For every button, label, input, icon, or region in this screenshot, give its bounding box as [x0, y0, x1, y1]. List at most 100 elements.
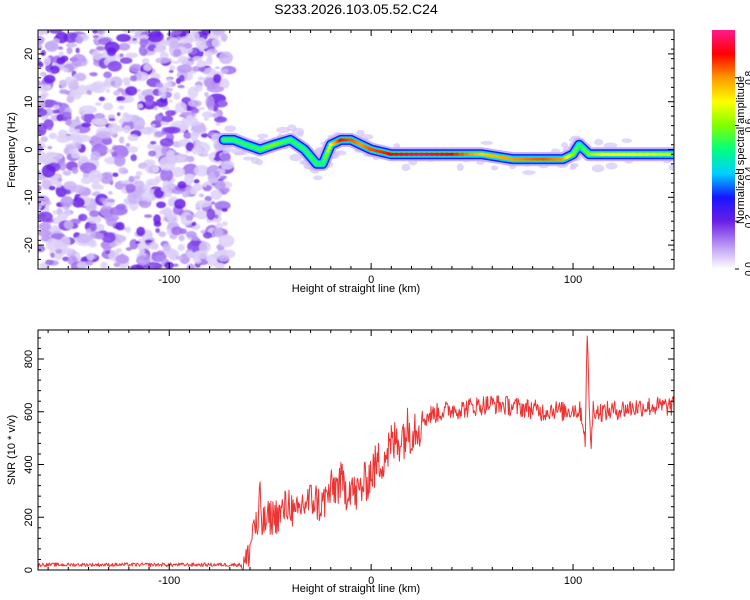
ridge-peak — [556, 157, 563, 161]
noise-blob — [55, 181, 63, 188]
noise-blob — [128, 175, 135, 183]
noise-blob — [43, 56, 51, 66]
spectrogram-xlabel: Height of straight line (km) — [292, 283, 420, 295]
noise-blob — [190, 125, 207, 133]
noise-blob — [106, 198, 116, 203]
ridge-halo — [313, 175, 323, 181]
noise-blob — [166, 149, 175, 159]
colorbar-ticks: 0.0 0.2 0.4 0.6 0.8 — [735, 70, 750, 276]
noise-blob — [177, 181, 187, 189]
spectrogram-ytick-label: -10 — [23, 189, 35, 205]
ridge-peak — [280, 140, 285, 144]
noise-blob — [62, 67, 69, 73]
noise-blob — [38, 61, 44, 68]
noise-blob — [137, 162, 148, 169]
noise-blob — [172, 30, 183, 36]
spectrogram-xtick-label: 100 — [564, 274, 582, 286]
noise-blob — [89, 210, 100, 217]
noise-blob — [119, 53, 124, 58]
noise-blob — [146, 143, 154, 150]
noise-blob — [91, 192, 97, 197]
noise-blob — [112, 172, 119, 177]
noise-blob — [129, 75, 138, 82]
noise-blob — [127, 146, 139, 153]
noise-blob — [114, 154, 126, 167]
noise-blob — [198, 193, 204, 198]
noise-blob — [155, 227, 160, 234]
noise-blob — [118, 42, 131, 51]
noise-blob — [138, 34, 149, 40]
snr-ytick-label: 800 — [23, 350, 35, 368]
noise-blob — [59, 161, 67, 171]
noise-blob — [130, 264, 145, 269]
spectrogram-xtick-label: 0 — [368, 274, 374, 286]
noise-blob — [162, 106, 170, 111]
noise-blob — [48, 185, 56, 191]
spectrogram-ytick-label: 10 — [23, 96, 35, 108]
noise-blob — [168, 69, 174, 73]
noise-blob — [175, 101, 187, 113]
noise-blob — [66, 95, 75, 103]
noise-blob — [115, 254, 130, 264]
noise-blob — [69, 90, 76, 97]
noise-blob — [198, 66, 206, 72]
ridge-halo — [490, 165, 499, 171]
noise-blob — [144, 163, 159, 174]
noise-blob — [78, 155, 89, 163]
colorbar-tick-label: 0.8 — [744, 70, 750, 84]
noise-blob — [155, 57, 171, 64]
noise-blob — [122, 113, 133, 123]
noise-blob — [219, 171, 224, 177]
noise-blob — [63, 220, 74, 230]
noise-blob — [63, 32, 79, 43]
noise-blob — [40, 201, 45, 206]
noise-blob — [147, 30, 164, 43]
ridge-halo — [570, 162, 579, 168]
snr-xtick-label: -100 — [158, 575, 180, 587]
noise-blob — [89, 223, 97, 232]
noise-blob — [214, 200, 231, 211]
noise-blob — [143, 183, 152, 192]
noise-blob — [80, 61, 87, 67]
noise-blob — [186, 263, 195, 269]
noise-blob — [205, 57, 213, 66]
noise-blob — [168, 99, 173, 103]
noise-blob — [161, 115, 174, 123]
noise-blob — [76, 261, 89, 269]
noise-blob — [139, 126, 158, 134]
noise-blob — [49, 65, 60, 74]
noise-blob — [218, 51, 233, 65]
noise-blob — [171, 226, 183, 236]
ridge-peak — [327, 146, 332, 150]
noise-blob — [172, 48, 182, 57]
noise-blob — [169, 65, 176, 71]
noise-blob — [214, 180, 226, 190]
noise-blob — [214, 262, 225, 269]
spectrogram-xtick-label: -100 — [158, 274, 180, 286]
noise-blob — [192, 56, 203, 62]
noise-blob — [95, 102, 102, 106]
noise-blob — [105, 216, 117, 227]
noise-blob — [199, 244, 208, 251]
noise-blob — [70, 184, 86, 194]
noise-blob — [185, 214, 194, 221]
noise-blob — [155, 82, 164, 89]
noise-blob — [162, 243, 171, 252]
noise-blob — [152, 251, 158, 257]
noise-blob — [92, 30, 98, 34]
noise-blob — [57, 46, 64, 50]
noise-blob — [119, 136, 125, 144]
noise-blob — [38, 229, 52, 237]
noise-blob — [76, 233, 92, 244]
noise-blob — [178, 74, 185, 82]
noise-blob — [150, 141, 157, 145]
noise-blob — [38, 30, 47, 34]
ridge-peak — [574, 147, 579, 152]
noise-blob — [91, 117, 104, 125]
noise-blob — [167, 88, 174, 92]
noise-blob — [187, 174, 196, 179]
noise-blob — [214, 214, 219, 219]
noise-blob — [214, 116, 227, 123]
noise-blob — [143, 63, 153, 72]
